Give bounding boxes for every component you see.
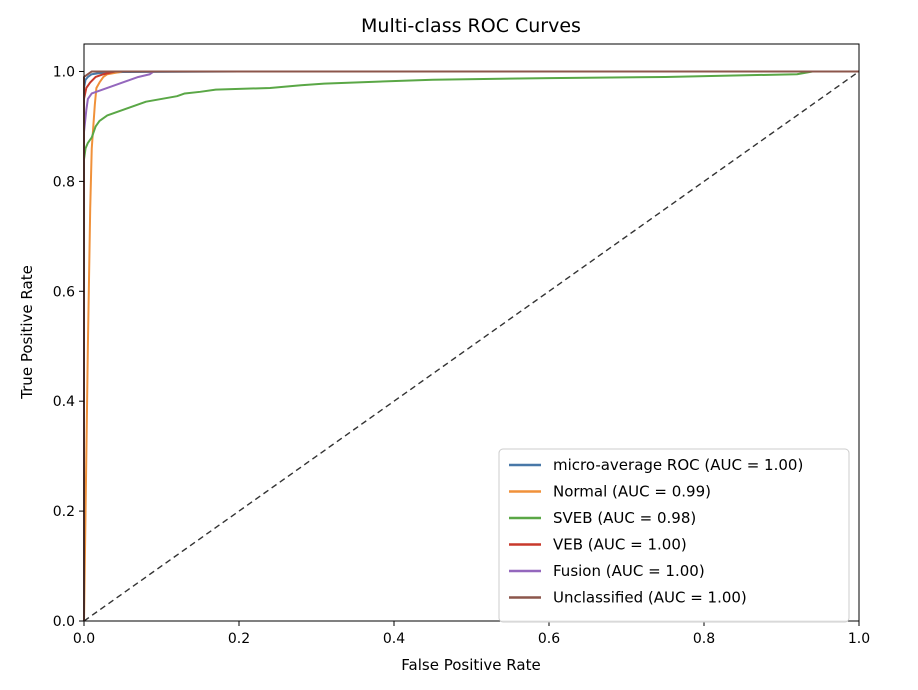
legend-entry-label: VEB (AUC = 1.00) <box>553 536 687 554</box>
y-tick-label: 0.8 <box>53 174 75 190</box>
y-tick-label: 0.6 <box>53 284 75 300</box>
legend-entry-label: Unclassified (AUC = 1.00) <box>553 589 747 607</box>
axes-frame <box>83 43 860 622</box>
roc-curve-3 <box>83 70 859 160</box>
y-tick-label: 1.0 <box>53 64 75 80</box>
legend-entry-label: micro-average ROC (AUC = 1.00) <box>553 456 803 474</box>
x-tick-label: 0.2 <box>228 631 250 647</box>
legend-entry-label: SVEB (AUC = 0.98) <box>553 509 696 527</box>
legend-entry-label: Fusion (AUC = 1.00) <box>553 562 705 580</box>
chart-title: Multi-class ROC Curves <box>361 15 581 37</box>
x-tick-label: 0.0 <box>73 631 95 647</box>
x-axis-label: False Positive Rate <box>401 656 540 674</box>
x-tick-label: 0.8 <box>693 631 715 647</box>
legend: micro-average ROC (AUC = 1.00) Normal (AU… <box>498 448 850 623</box>
roc-curve-2 <box>83 70 859 622</box>
x-tick-label: 1.0 <box>848 631 870 647</box>
roc-curve-5 <box>83 70 859 621</box>
y-tick-label: 0.2 <box>53 504 75 520</box>
y-tick-label: 0.0 <box>53 614 75 630</box>
legend-box <box>498 448 850 623</box>
y-axis-label: True Positive Rate <box>18 265 36 400</box>
x-tick-label: 0.6 <box>538 631 560 647</box>
x-tick-label: 0.4 <box>383 631 405 647</box>
chance-line <box>83 70 860 622</box>
y-tick-label: 0.4 <box>53 394 75 410</box>
legend-entry-label: Normal (AUC = 0.99) <box>553 483 711 501</box>
